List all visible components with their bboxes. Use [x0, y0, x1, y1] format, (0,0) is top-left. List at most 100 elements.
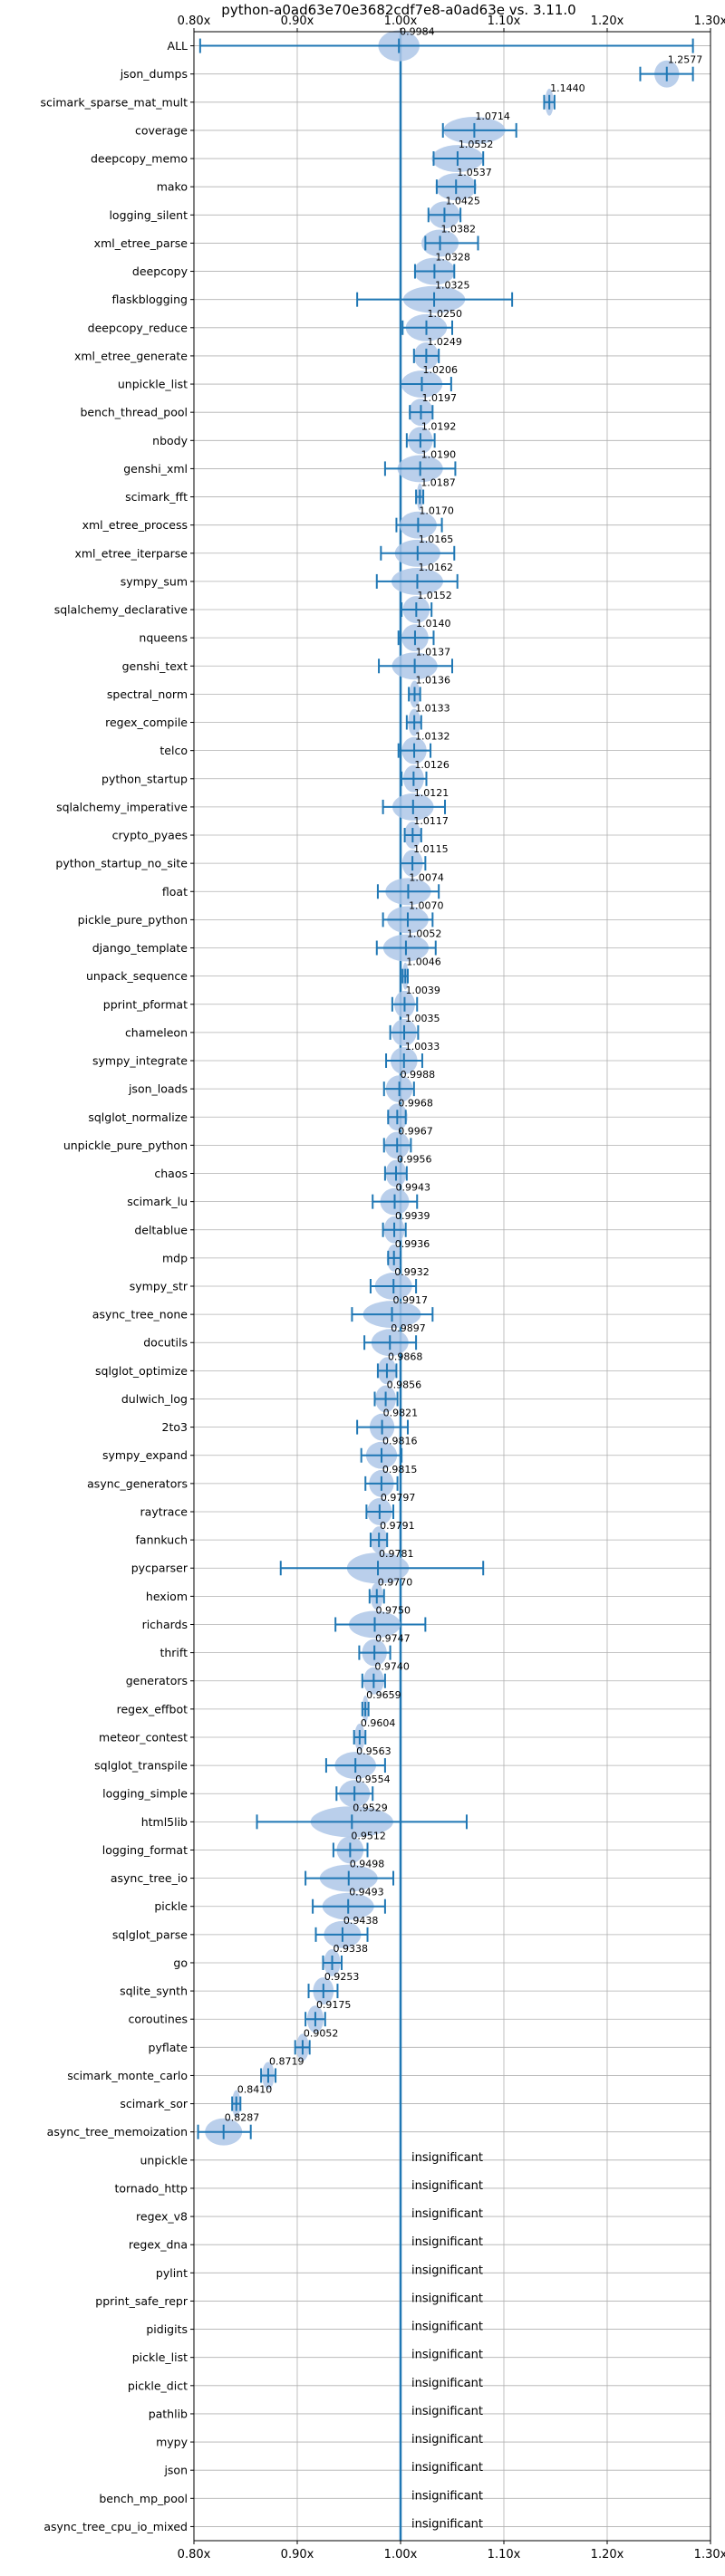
value-label: 1.0190 — [421, 448, 457, 460]
benchmark-label: bench_thread_pool — [80, 406, 188, 419]
benchmark-label: pidigits — [146, 2322, 188, 2336]
benchmark-label: sympy_str — [130, 1280, 188, 1293]
benchmark-label: pyflate — [149, 2041, 188, 2054]
benchmark-label: nbody — [152, 434, 188, 447]
benchmark-label: sympy_expand — [102, 1448, 188, 1462]
value-label: 1.0249 — [427, 336, 462, 348]
benchmark-label: telco — [160, 744, 188, 757]
insignificant-label: insignificant — [411, 2433, 483, 2446]
value-label: 1.0250 — [428, 308, 463, 320]
value-label: 0.9750 — [376, 1604, 411, 1616]
value-label: 1.0552 — [459, 139, 493, 150]
value-label: 0.9563 — [356, 1745, 392, 1757]
benchmark-label: deltablue — [134, 1223, 188, 1236]
value-label: 1.0039 — [405, 985, 440, 996]
benchmark-label: sqlalchemy_imperative — [56, 800, 188, 813]
benchmark-label: regex_effbot — [117, 1702, 188, 1716]
value-label: 0.9175 — [316, 1999, 352, 2011]
benchmark-label: html5lib — [141, 1815, 188, 1829]
value-label: 0.9604 — [361, 1717, 396, 1729]
benchmark-label: 2to3 — [162, 1420, 188, 1434]
benchmark-label: raytrace — [140, 1504, 188, 1518]
value-label: 1.0121 — [414, 787, 450, 799]
value-label: 1.0137 — [416, 646, 451, 658]
benchmark-label: pylint — [156, 2266, 188, 2280]
value-label: 1.0136 — [416, 674, 451, 686]
value-label: 1.0074 — [409, 871, 444, 883]
value-label: 1.0132 — [415, 731, 450, 743]
value-label: 0.9554 — [355, 1773, 391, 1785]
value-label: 0.9493 — [349, 1887, 384, 1898]
value-label: 0.8410 — [237, 2084, 273, 2096]
value-label: 0.9868 — [388, 1350, 423, 1362]
value-label: 1.0328 — [435, 252, 469, 264]
value-label: 0.9781 — [379, 1548, 414, 1560]
x-tick-label-top: 1.30x — [694, 14, 725, 28]
value-label: 1.0170 — [419, 505, 454, 517]
benchmark-label: docutils — [143, 1336, 188, 1350]
benchmark-label: async_generators — [87, 1476, 188, 1490]
value-label: 1.2577 — [668, 54, 703, 66]
benchmark-label: coroutines — [129, 2013, 188, 2026]
benchmark-label: logging_simple — [102, 1787, 188, 1801]
benchmark-label: mako — [157, 180, 188, 194]
value-label: 1.0162 — [418, 562, 453, 573]
benchmark-label: xml_etree_process — [82, 518, 188, 532]
benchmark-label: tornado_http — [114, 2181, 188, 2195]
insignificant-label: insignificant — [411, 2264, 483, 2277]
x-tick-label-bottom: 1.10x — [488, 2548, 521, 2562]
chart-title: python-a0ad63e70e3682cdf7e8-a0ad63e vs. … — [221, 2, 575, 18]
benchmark-label: sqlglot_transpile — [94, 1759, 188, 1773]
benchmark-label: sqlglot_parse — [112, 1927, 188, 1941]
benchmark-label: sqlglot_normalize — [88, 1110, 188, 1124]
benchmark-label: xml_etree_parse — [94, 236, 188, 250]
benchmark-label: flaskblogging — [111, 293, 188, 306]
value-label: 0.9770 — [378, 1576, 413, 1588]
benchmark-label: chameleon — [125, 1025, 188, 1039]
value-label: 1.0382 — [441, 223, 476, 235]
value-label: 0.9815 — [382, 1464, 418, 1475]
value-label: 1.0052 — [407, 928, 442, 940]
value-label: 1.1440 — [550, 82, 585, 94]
benchmark-label: json — [163, 2464, 188, 2477]
benchmark-label: pycparser — [131, 1562, 188, 1575]
benchmark-label: pprint_safe_repr — [95, 2294, 188, 2308]
value-label: 0.9512 — [351, 1830, 386, 1841]
value-label: 0.9932 — [394, 1266, 430, 1278]
x-tick-label-bottom: 1.20x — [591, 2548, 624, 2562]
benchmark-label: unpack_sequence — [86, 969, 188, 983]
value-label: 1.0425 — [445, 195, 480, 207]
insignificant-label: insignificant — [411, 2377, 483, 2390]
benchmark-label: json_loads — [128, 1082, 188, 1096]
benchmark-label: deepcopy_reduce — [88, 321, 188, 334]
value-label: 1.0117 — [413, 815, 449, 827]
value-label: 1.0140 — [416, 618, 451, 630]
benchmark-label: sqlglot_optimize — [95, 1364, 188, 1378]
value-label: 0.8287 — [225, 2112, 260, 2124]
insignificant-label: insignificant — [411, 2292, 483, 2305]
benchmark-label: dulwich_log — [121, 1392, 188, 1406]
value-label: 1.0033 — [405, 1041, 440, 1053]
benchmark-label: generators — [126, 1674, 188, 1687]
value-label: 1.0165 — [419, 533, 454, 545]
benchmark-label: pickle_dict — [128, 2379, 188, 2392]
x-tick-label-top: 1.10x — [488, 14, 521, 28]
benchmark-label: richards — [142, 1618, 188, 1631]
benchmark-label: deepcopy_memo — [91, 152, 188, 166]
benchmark-label: genshi_xml — [123, 462, 188, 476]
value-label: 0.9856 — [387, 1379, 422, 1390]
benchmark-label: python_startup_no_site — [55, 857, 188, 870]
value-label: 0.9338 — [334, 1943, 369, 1955]
benchmark-label: fannkuch — [136, 1533, 188, 1547]
benchmark-label: scimark_lu — [127, 1195, 188, 1208]
value-label: 1.0192 — [421, 420, 457, 432]
value-label: 0.9967 — [398, 1125, 433, 1137]
benchmark-label: async_tree_io — [111, 1871, 188, 1885]
x-tick-label-top: 0.80x — [178, 14, 211, 28]
benchmark-label: go — [173, 1956, 188, 1969]
benchmark-label: sympy_sum — [121, 574, 188, 588]
benchmark-label: json_dumps — [120, 67, 188, 81]
x-tick-label-bottom: 1.00x — [384, 2548, 418, 2562]
value-label: 0.9529 — [353, 1802, 388, 1813]
